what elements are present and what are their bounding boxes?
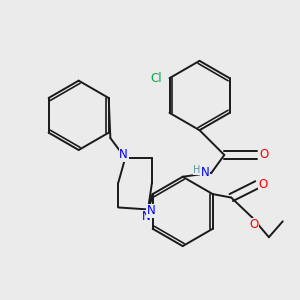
Text: N: N <box>200 166 209 179</box>
Text: N: N <box>142 210 151 223</box>
Text: Cl: Cl <box>151 72 162 85</box>
Text: H: H <box>194 165 201 175</box>
Text: O: O <box>259 148 268 161</box>
Text: N: N <box>147 204 155 218</box>
Text: O: O <box>249 218 258 231</box>
Text: O: O <box>258 178 268 191</box>
Text: N: N <box>119 148 128 161</box>
